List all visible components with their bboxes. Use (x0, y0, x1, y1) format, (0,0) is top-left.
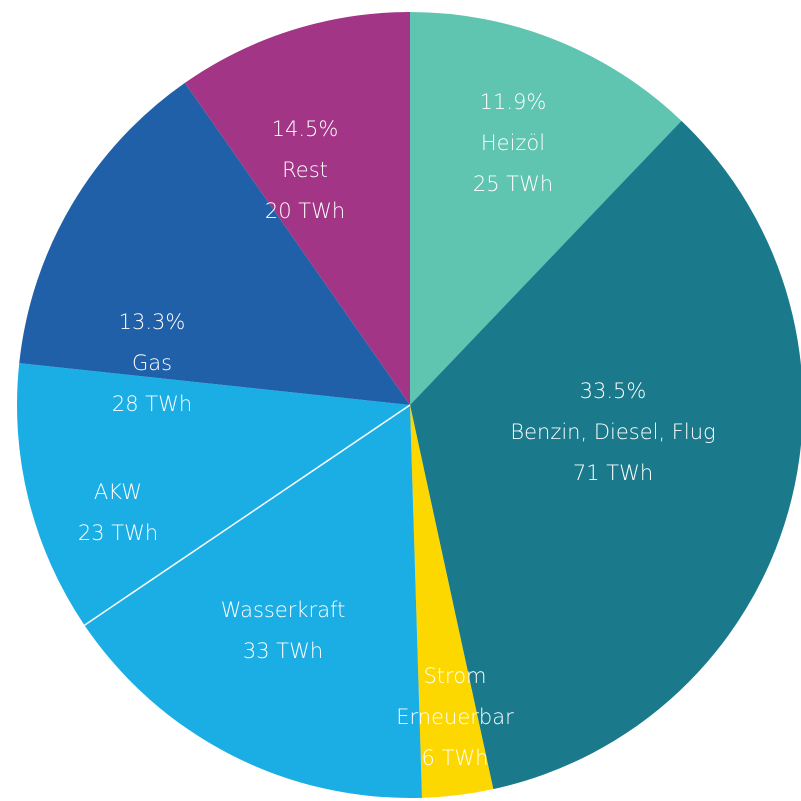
pie-slice (19, 82, 410, 405)
pie-slice (410, 405, 494, 798)
value-label: 20 TWh (265, 199, 345, 223)
pie-slice (184, 12, 410, 405)
slice-label: Wasserkraft (221, 598, 346, 622)
value-label: 23 TWh (78, 521, 158, 545)
percent-label: 11.9% (480, 90, 547, 114)
percent-label: 14.5% (272, 117, 339, 141)
slice-label: AKW (94, 480, 142, 504)
value-label: 25 TWh (473, 172, 553, 196)
value-label: 33 TWh (243, 639, 323, 663)
pie-slice (16, 363, 410, 626)
slice-label: Strom Erneuerbar (396, 664, 514, 729)
pie-slice (410, 120, 801, 790)
value-label: 28 TWh (112, 392, 192, 416)
slice-label: Heizöl (481, 131, 545, 155)
pie-slice (84, 405, 422, 798)
slice-label: Benzin, Diesel, Flug (510, 420, 715, 444)
value-label: 6 TWh (422, 746, 489, 770)
pie-slice (410, 12, 682, 405)
value-label: 71 TWh (573, 461, 653, 485)
percent-label: 13.3% (119, 310, 186, 334)
slice-label: Rest (282, 158, 328, 182)
percent-label: 33.5% (580, 379, 647, 403)
slice-separator (84, 404, 411, 626)
slice-label: Gas (132, 351, 172, 375)
